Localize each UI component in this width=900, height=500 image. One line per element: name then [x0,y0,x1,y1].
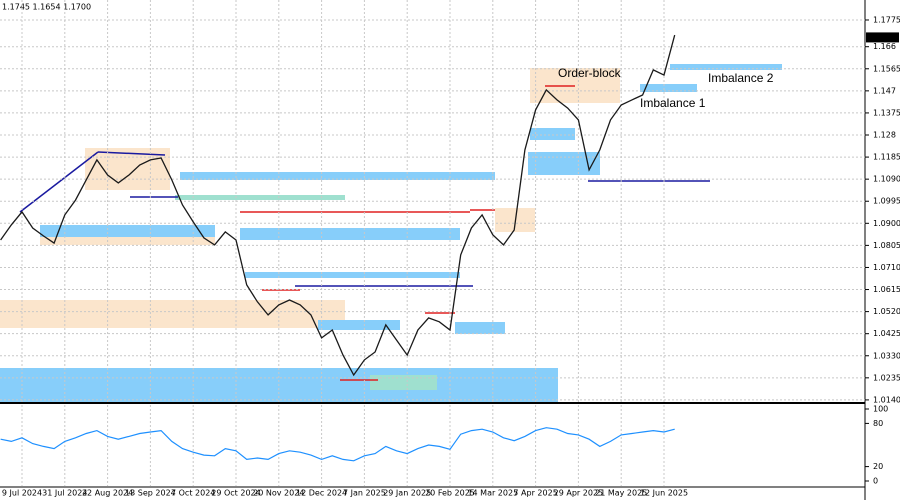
y-tick-label: 1.0805 [873,241,900,250]
x-tick-label: 12 Jun 2025 [640,489,688,498]
x-tick-label: 21 May 2025 [595,489,647,498]
imbalance-zone [240,228,460,240]
y-tick-label: 1.0995 [873,197,900,206]
x-tick-label: 7 Apr 2025 [513,489,557,498]
imbalance-zone [370,375,437,390]
y-tick-label: 1.166 [873,42,896,51]
order-block-zone [0,300,345,328]
x-tick-label: 14 Mar 2025 [467,489,518,498]
imbalance-zone [670,64,782,70]
y-tick-label: 1.1375 [873,108,900,117]
y-tick-label: 1.0615 [873,285,900,294]
y-tick-label: 20 [873,462,883,471]
x-tick-label: 12 Dec 2024 [296,489,347,498]
x-tick-label: 7 Jan 2025 [343,489,386,498]
x-tick-label: 31 Jul 2024 [42,489,87,498]
x-tick-label: 7 Oct 2024 [171,489,215,498]
y-tick-label: 1.1090 [873,175,900,184]
imbalance-zone [245,272,460,278]
imbalance-zone [175,195,345,200]
current-price-box [866,32,899,43]
y-tick-label: 1.1185 [873,153,900,162]
x-tick-label: 9 Jul 2024 [2,489,42,498]
chart-title: 1.1745 1.1654 1.1700 [2,3,91,12]
price-line [0,34,676,377]
x-tick-label: 29 Oct 2024 [211,489,260,498]
y-tick-label: 100 [873,405,888,414]
imbalance-zone [640,84,697,92]
y-tick-label: 1.0235 [873,373,900,382]
y-tick-label: 80 [873,419,883,428]
x-tick-label: 29 Apr 2025 [554,489,603,498]
y-tick-label: 1.1565 [873,64,900,73]
x-tick-label: 20 Nov 2024 [253,489,304,498]
trend-line [97,151,166,156]
imbalance-zone [455,322,505,334]
annotation: Order-block [558,66,622,80]
x-tick-label: 22 Aug 2024 [82,489,133,498]
imbalance-zone [318,320,400,330]
price-line [0,427,675,462]
y-tick-label: 1.0140 [873,395,900,404]
y-tick-label: 1.0425 [873,329,900,338]
imbalance-zone [528,152,600,175]
trend-line [19,151,99,213]
y-tick-label: 0 [873,477,878,486]
y-tick-label: 1.1775 [873,15,900,24]
imbalance-zone [40,225,215,237]
x-tick-label: 20 Feb 2025 [425,489,475,498]
y-tick-label: 1.0330 [873,351,900,360]
annotation: Imbalance 1 [640,96,706,110]
current-price-label: 1.1700 [870,33,898,42]
y-tick-label: 1.147 [873,86,896,95]
x-tick-label: 29 Jan 2025 [383,489,431,498]
y-tick-label: 1.0900 [873,219,900,228]
y-tick-label: 1.0520 [873,307,900,316]
x-tick-label: 13 Sep 2024 [125,489,176,498]
order-block-zone [40,236,215,245]
zones [0,64,782,402]
y-tick-label: 1.0710 [873,263,900,272]
imbalance-zone [180,172,495,180]
annotation: Imbalance 2 [708,71,774,85]
imbalance-zone [530,128,575,140]
y-tick-label: 1.128 [873,131,896,140]
